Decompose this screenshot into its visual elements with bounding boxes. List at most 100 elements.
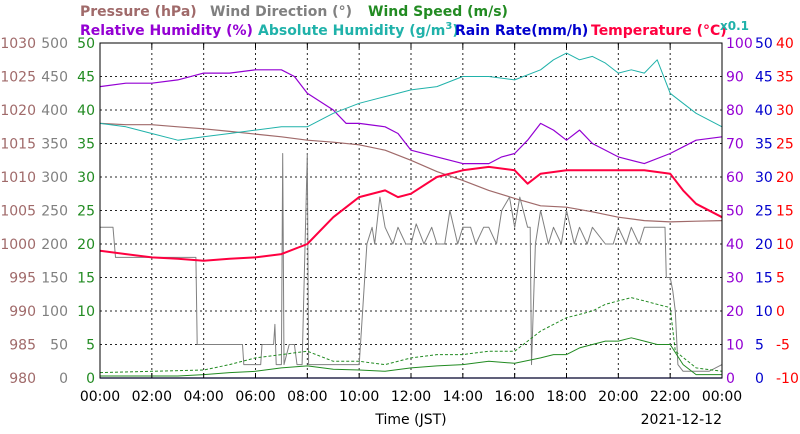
y-tick-label: 45 bbox=[755, 70, 773, 86]
legend-entry: Wind Speed (m/s) bbox=[368, 4, 508, 20]
y-tick-label: 20 bbox=[726, 304, 744, 320]
x-tick-label: 16:00 bbox=[494, 389, 534, 405]
y-tick-label: 50 bbox=[726, 204, 744, 220]
y-tick-label: -5 bbox=[776, 338, 790, 354]
y-tick-label: 35 bbox=[755, 137, 773, 153]
y-tick-label: 5 bbox=[755, 338, 764, 354]
y-tick-label: 300 bbox=[41, 170, 68, 186]
chart-legend: Pressure (hPa) Wind Direction (°) Wind Spe… bbox=[80, 4, 749, 39]
x-tick-label: 18:00 bbox=[546, 389, 586, 405]
x-tick-label: 06:00 bbox=[235, 389, 275, 405]
y-axis-pressure: 980 985 990 995 1000 1005 1010 1015 1020 1025 1030 bbox=[0, 36, 36, 387]
legend-entry: Temperature (°C) bbox=[591, 23, 727, 39]
y-tick-label: 980 bbox=[9, 371, 36, 387]
date-label: 2021-12-12 bbox=[641, 412, 722, 428]
y-tick-label: 40 bbox=[726, 237, 744, 253]
y-tick-label: 5 bbox=[86, 338, 95, 354]
y-tick-label: 20 bbox=[776, 170, 794, 186]
x-axis: 00:00 02:00 04:00 06:00 08:00 10:00 12:00 14:00… bbox=[80, 43, 742, 405]
y-tick-label: 200 bbox=[41, 237, 68, 253]
legend-entry: x0.1 bbox=[720, 19, 749, 33]
y-tick-label: 30 bbox=[755, 170, 773, 186]
y-tick-label: 30 bbox=[77, 170, 95, 186]
y-tick-label: 1005 bbox=[0, 204, 36, 220]
y-tick-label: 400 bbox=[41, 103, 68, 119]
x-tick-label: 00:00 bbox=[80, 389, 120, 405]
legend-entry: Rain Rate(mm/h) bbox=[455, 23, 588, 39]
y-tick-label: 60 bbox=[726, 170, 744, 186]
y-tick-label: 50 bbox=[755, 36, 773, 52]
series-line bbox=[99, 297, 723, 374]
y-tick-label: 15 bbox=[776, 204, 794, 220]
x-axis-label: Time (JST) bbox=[374, 412, 446, 428]
y-tick-label: 1015 bbox=[0, 137, 36, 153]
y-tick-label: 0 bbox=[776, 304, 785, 320]
series-line bbox=[99, 69, 723, 165]
y-tick-label: 1010 bbox=[0, 170, 36, 186]
y-tick-label: 40 bbox=[776, 36, 794, 52]
x-tick-label: 02:00 bbox=[132, 389, 172, 405]
y-tick-label: 20 bbox=[755, 237, 773, 253]
y-tick-label: 30 bbox=[776, 103, 794, 119]
y-tick-label: 1025 bbox=[0, 70, 36, 86]
y-tick-label: 10 bbox=[726, 338, 744, 354]
y-tick-label: 450 bbox=[41, 70, 68, 86]
y-tick-label: -10 bbox=[776, 371, 799, 387]
y-axis-rain_rate: 0 5 10 15 20 25 30 35 40 45 50 bbox=[755, 36, 773, 387]
y-tick-label: 40 bbox=[77, 103, 95, 119]
left-axes: 9809859909951000100510101015102010251030… bbox=[0, 36, 95, 387]
y-tick-label: 250 bbox=[41, 204, 68, 220]
y-tick-label: 5 bbox=[776, 271, 785, 287]
y-tick-label: 150 bbox=[41, 271, 68, 287]
y-tick-label: 45 bbox=[77, 70, 95, 86]
y-tick-label: 35 bbox=[77, 137, 95, 153]
x-tick-label: 14:00 bbox=[443, 389, 483, 405]
y-tick-label: 30 bbox=[726, 271, 744, 287]
series-line bbox=[99, 165, 723, 262]
y-tick-label: 0 bbox=[59, 371, 68, 387]
y-tick-label: 80 bbox=[726, 103, 744, 119]
legend-entry: Absolute Humidity (g/m3) bbox=[258, 21, 459, 39]
chart-grid bbox=[100, 43, 722, 378]
y-tick-label: 100 bbox=[41, 304, 68, 320]
y-tick-label: 40 bbox=[755, 103, 773, 119]
y-tick-label: 50 bbox=[77, 36, 95, 52]
y-tick-label: 20 bbox=[77, 237, 95, 253]
y-tick-label: 0 bbox=[726, 371, 735, 387]
y-tick-label: 0 bbox=[86, 371, 95, 387]
y-tick-label: 15 bbox=[77, 271, 95, 287]
y-tick-label: 70 bbox=[726, 137, 744, 153]
y-tick-label: 100 bbox=[726, 36, 753, 52]
right-axes: 0102030405060708090100051015202530354045… bbox=[726, 36, 799, 387]
y-tick-label: 10 bbox=[755, 304, 773, 320]
legend-entry: Relative Humidity (%) bbox=[80, 23, 253, 39]
y-axis-wind_direction: 0 50 100 150 200 250 300 350 400 450 500 bbox=[41, 36, 68, 387]
y-tick-label: 10 bbox=[77, 304, 95, 320]
x-tick-label: 10:00 bbox=[339, 389, 379, 405]
y-tick-label: 50 bbox=[50, 338, 68, 354]
y-tick-label: 985 bbox=[9, 338, 36, 354]
y-tick-label: 15 bbox=[755, 271, 773, 287]
x-tick-label: 00:00 bbox=[702, 389, 742, 405]
y-tick-label: 25 bbox=[776, 137, 794, 153]
y-axis-humidity: 0 10 20 30 40 50 60 70 80 90 100 bbox=[726, 36, 753, 387]
series-line bbox=[100, 153, 723, 372]
y-tick-label: 990 bbox=[9, 304, 36, 320]
x-tick-label: 20:00 bbox=[598, 389, 638, 405]
x-tick-label: 04:00 bbox=[183, 389, 223, 405]
x-tick-label: 08:00 bbox=[287, 389, 327, 405]
y-tick-label: 25 bbox=[77, 204, 95, 220]
y-tick-label: 1000 bbox=[0, 237, 36, 253]
y-tick-label: 90 bbox=[726, 70, 744, 86]
y-tick-label: 35 bbox=[776, 70, 794, 86]
series-line bbox=[99, 52, 723, 141]
y-tick-label: 10 bbox=[776, 237, 794, 253]
y-tick-label: 1020 bbox=[0, 103, 36, 119]
y-tick-label: 25 bbox=[755, 204, 773, 220]
series-line bbox=[100, 337, 722, 377]
y-tick-label: 350 bbox=[41, 137, 68, 153]
y-tick-label: 1030 bbox=[0, 36, 36, 52]
y-tick-label: 500 bbox=[41, 36, 68, 52]
x-tick-label: 12:00 bbox=[391, 389, 431, 405]
legend-entry: Wind Direction (°) bbox=[210, 4, 352, 20]
